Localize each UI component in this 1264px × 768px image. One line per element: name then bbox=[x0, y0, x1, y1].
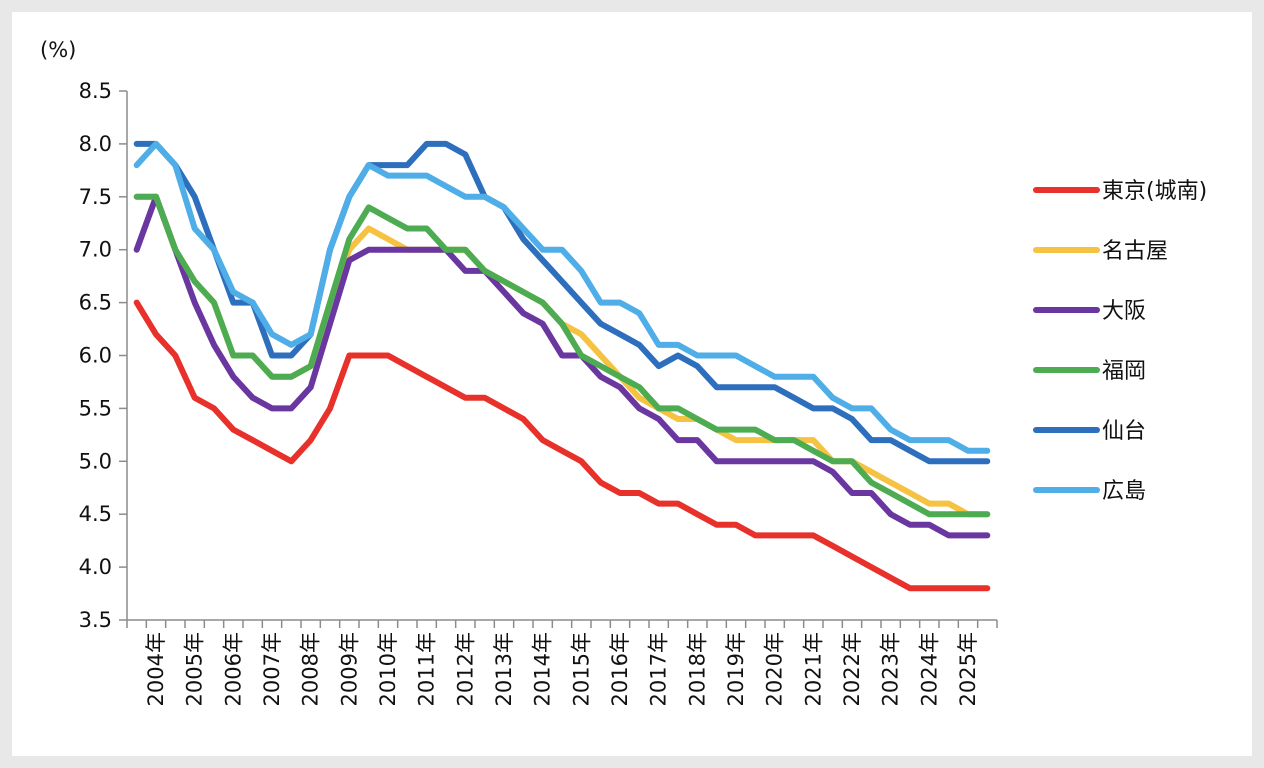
x-tick-label: 2011年 bbox=[415, 632, 439, 706]
series-line-0 bbox=[133, 299, 991, 592]
x-tick-label: 2023年 bbox=[879, 632, 903, 706]
y-tick-label: 5.0 bbox=[79, 449, 112, 473]
y-tick-label: 4.0 bbox=[79, 555, 112, 579]
x-tick-label: 2019年 bbox=[724, 632, 748, 706]
series-line-5 bbox=[133, 140, 991, 454]
legend-label: 福岡 bbox=[1102, 359, 1146, 384]
legend-label: 大阪 bbox=[1102, 299, 1146, 324]
legend-label: 東京(城南) bbox=[1102, 179, 1207, 204]
x-tick-label: 2007年 bbox=[260, 632, 284, 706]
x-tick-label: 2014年 bbox=[531, 632, 555, 706]
y-tick-label: 3.5 bbox=[79, 608, 112, 632]
series-line-4 bbox=[133, 140, 991, 465]
series-lines bbox=[133, 140, 991, 592]
x-tick-label: 2025年 bbox=[956, 632, 980, 706]
x-tick-label: 2022年 bbox=[840, 632, 864, 706]
series-line-2 bbox=[133, 193, 991, 539]
y-tick-label: 8.5 bbox=[79, 79, 112, 103]
x-tick-label: 2013年 bbox=[492, 632, 516, 706]
x-tick-label: 2021年 bbox=[801, 632, 825, 706]
x-tick-label: 2010年 bbox=[376, 632, 400, 706]
x-tick-label: 2005年 bbox=[183, 632, 207, 706]
x-tick-label: 2016年 bbox=[608, 632, 632, 706]
x-tick-label: 2009年 bbox=[337, 632, 361, 706]
y-axis-unit-label: (%) bbox=[40, 38, 76, 62]
y-tick-label: 6.0 bbox=[79, 344, 112, 368]
legend-label: 広島 bbox=[1102, 479, 1146, 504]
y-tick-label: 7.0 bbox=[79, 238, 112, 262]
x-tick-label: 2020年 bbox=[763, 632, 787, 706]
x-tick-label: 2017年 bbox=[647, 632, 671, 706]
x-tick-label: 2015年 bbox=[569, 632, 593, 706]
x-tick-label: 2006年 bbox=[221, 632, 245, 706]
x-tick-label: 2004年 bbox=[144, 632, 168, 706]
series-line-3 bbox=[133, 193, 991, 518]
x-tick-label: 2012年 bbox=[453, 632, 477, 706]
y-tick-label: 6.5 bbox=[79, 291, 112, 315]
x-tick-label: 2018年 bbox=[685, 632, 709, 706]
legend-label: 仙台 bbox=[1102, 419, 1146, 444]
y-axis: 8.5 8.0 7.5 7.0 6.5 6.0 5.5 5.0 4.5 4.0 3.5 bbox=[79, 79, 128, 632]
x-axis: 2004年 2005年 2006年 2007年 2008年 2009年 2010年 2011年… bbox=[126, 619, 998, 706]
y-tick-label: 4.5 bbox=[79, 502, 112, 526]
y-tick-label: 8.0 bbox=[79, 132, 112, 156]
y-tick-label: 5.5 bbox=[79, 396, 112, 420]
y-tick-label: 7.5 bbox=[79, 185, 112, 209]
legend-label: 名古屋 bbox=[1102, 239, 1168, 264]
x-tick-label: 2024年 bbox=[917, 632, 941, 706]
x-tick-label: 2008年 bbox=[299, 632, 323, 706]
